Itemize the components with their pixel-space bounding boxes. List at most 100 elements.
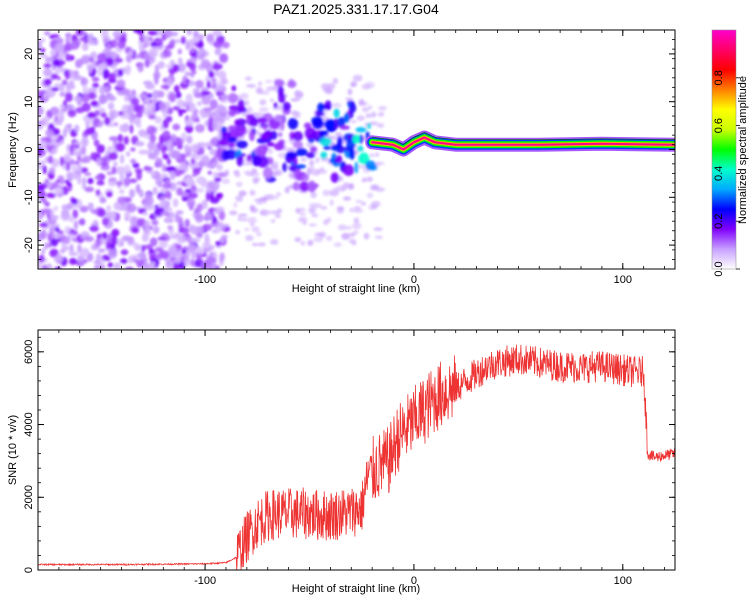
- noise-blob: [205, 142, 213, 148]
- noise-blob: [271, 163, 279, 170]
- noise-blob: [157, 61, 165, 69]
- noise-blob: [258, 242, 266, 247]
- y-tick-label: 0: [23, 146, 35, 152]
- noise-blob: [62, 245, 70, 252]
- noise-blob: [119, 124, 128, 133]
- noise-blob: [189, 258, 196, 267]
- noise-blob: [41, 248, 46, 255]
- noise-blob: [215, 240, 221, 247]
- noise-blob: [183, 227, 190, 234]
- snr-x-axis-label: Height of straight line (km): [292, 583, 420, 595]
- noise-blob: [246, 83, 256, 88]
- noise-blob: [196, 245, 203, 255]
- noise-blob: [349, 119, 357, 124]
- noise-blob: [174, 232, 182, 237]
- noise-blob: [238, 190, 247, 197]
- cluster-blob: [257, 117, 267, 124]
- noise-blob: [93, 260, 101, 265]
- noise-blob: [120, 249, 129, 256]
- signal-track: [371, 136, 675, 151]
- noise-blob: [211, 78, 217, 87]
- noise-blob: [69, 158, 75, 164]
- signal-track-edge: [372, 132, 675, 145]
- colorbar-tick-label: 0.2: [713, 214, 725, 229]
- noise-blob: [111, 166, 117, 175]
- noise-blob: [191, 249, 197, 259]
- y-tick-label: 10: [23, 96, 35, 108]
- noise-blob: [325, 235, 333, 242]
- noise-blob: [169, 170, 176, 180]
- noise-blob: [345, 97, 354, 101]
- noise-blob: [160, 211, 168, 216]
- cluster-blob: [274, 79, 285, 87]
- cluster-blob: [311, 130, 318, 140]
- cluster-blob: [273, 142, 285, 151]
- noise-blob: [72, 209, 79, 219]
- noise-blob: [300, 157, 307, 162]
- noise-blob: [91, 67, 97, 75]
- noise-blob: [38, 39, 43, 50]
- noise-blob: [138, 129, 147, 138]
- cluster-blob: [354, 161, 359, 174]
- noise-blob: [73, 220, 79, 231]
- cluster-blob: [249, 117, 259, 127]
- noise-blob: [123, 88, 131, 96]
- noise-blob: [184, 188, 192, 193]
- noise-blob: [93, 139, 100, 147]
- noise-blob: [96, 180, 105, 186]
- noise-blob: [333, 242, 343, 248]
- noise-blob: [216, 164, 223, 171]
- noise-blob: [222, 223, 230, 228]
- y-tick-label: -10: [23, 189, 35, 205]
- cluster-blob: [367, 123, 372, 130]
- noise-blob: [202, 241, 210, 249]
- noise-blob: [197, 34, 205, 39]
- noise-blob: [318, 231, 326, 238]
- noise-blob: [149, 134, 157, 143]
- cluster-blob: [365, 160, 377, 170]
- noise-blob: [73, 95, 83, 102]
- cluster-blob: [320, 151, 328, 159]
- noise-blob: [64, 124, 72, 133]
- x-tick-label: 0: [411, 575, 417, 587]
- noise-blob: [108, 248, 118, 259]
- noise-blob: [311, 169, 320, 177]
- noise-blob: [99, 85, 106, 95]
- noise-blob: [181, 161, 188, 172]
- noise-blob: [219, 252, 225, 262]
- noise-blob: [369, 153, 375, 158]
- cluster-blob: [282, 162, 288, 173]
- noise-blob: [72, 74, 82, 81]
- noise-blob: [87, 34, 92, 45]
- noise-blob: [81, 177, 87, 186]
- noise-blob: [126, 50, 134, 56]
- noise-blob: [69, 79, 75, 85]
- noise-blob: [184, 218, 190, 228]
- noise-blob: [204, 107, 214, 112]
- noise-blob: [108, 152, 118, 161]
- noise-blob: [84, 172, 92, 177]
- noise-blob: [81, 31, 88, 37]
- noise-blob: [97, 208, 106, 218]
- noise-blob: [190, 47, 195, 53]
- cluster-blob: [292, 181, 300, 191]
- noise-blob: [75, 60, 82, 69]
- noise-blob: [64, 226, 71, 233]
- noise-blob: [51, 248, 58, 257]
- noise-blob: [129, 124, 134, 134]
- noise-blob: [363, 232, 370, 240]
- noise-blob: [185, 78, 190, 84]
- noise-blob: [175, 210, 184, 215]
- noise-blob: [68, 215, 75, 223]
- noise-blob: [57, 230, 64, 235]
- noise-blob: [133, 104, 141, 113]
- cluster-blob: [249, 129, 255, 142]
- noise-blob: [130, 147, 136, 152]
- noise-blob: [111, 228, 120, 237]
- cluster-blob: [317, 102, 325, 114]
- noise-blob: [50, 73, 59, 80]
- noise-blob: [130, 158, 137, 164]
- noise-blob: [201, 199, 208, 210]
- noise-blob: [47, 155, 54, 164]
